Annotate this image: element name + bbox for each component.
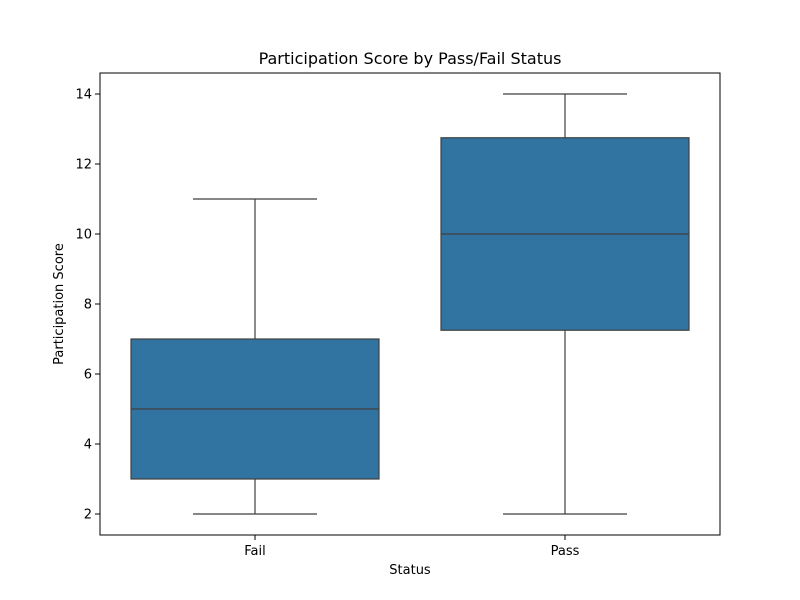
y-axis-label: Participation Score [52,243,67,365]
y-tick-label: 14 [75,88,92,103]
chart-title: Participation Score by Pass/Fail Status [259,49,562,68]
x-tick-label: Fail [244,544,265,559]
x-axis-label: Status [389,563,431,578]
y-axis-ticks: 2 4 6 8 10 12 14 [75,88,100,523]
y-tick-label: 12 [75,158,92,173]
x-tick-label: Pass [551,544,580,559]
x-axis-ticks: Fail Pass [244,535,580,559]
y-tick-label: 10 [75,228,92,243]
box-group-pass [440,93,690,515]
y-tick-label: 4 [84,438,92,453]
y-tick-label: 2 [84,508,92,523]
y-tick-label: 6 [84,368,92,383]
plot-area [130,93,690,515]
box-group-fail [130,198,380,515]
y-tick-label: 8 [84,298,92,313]
